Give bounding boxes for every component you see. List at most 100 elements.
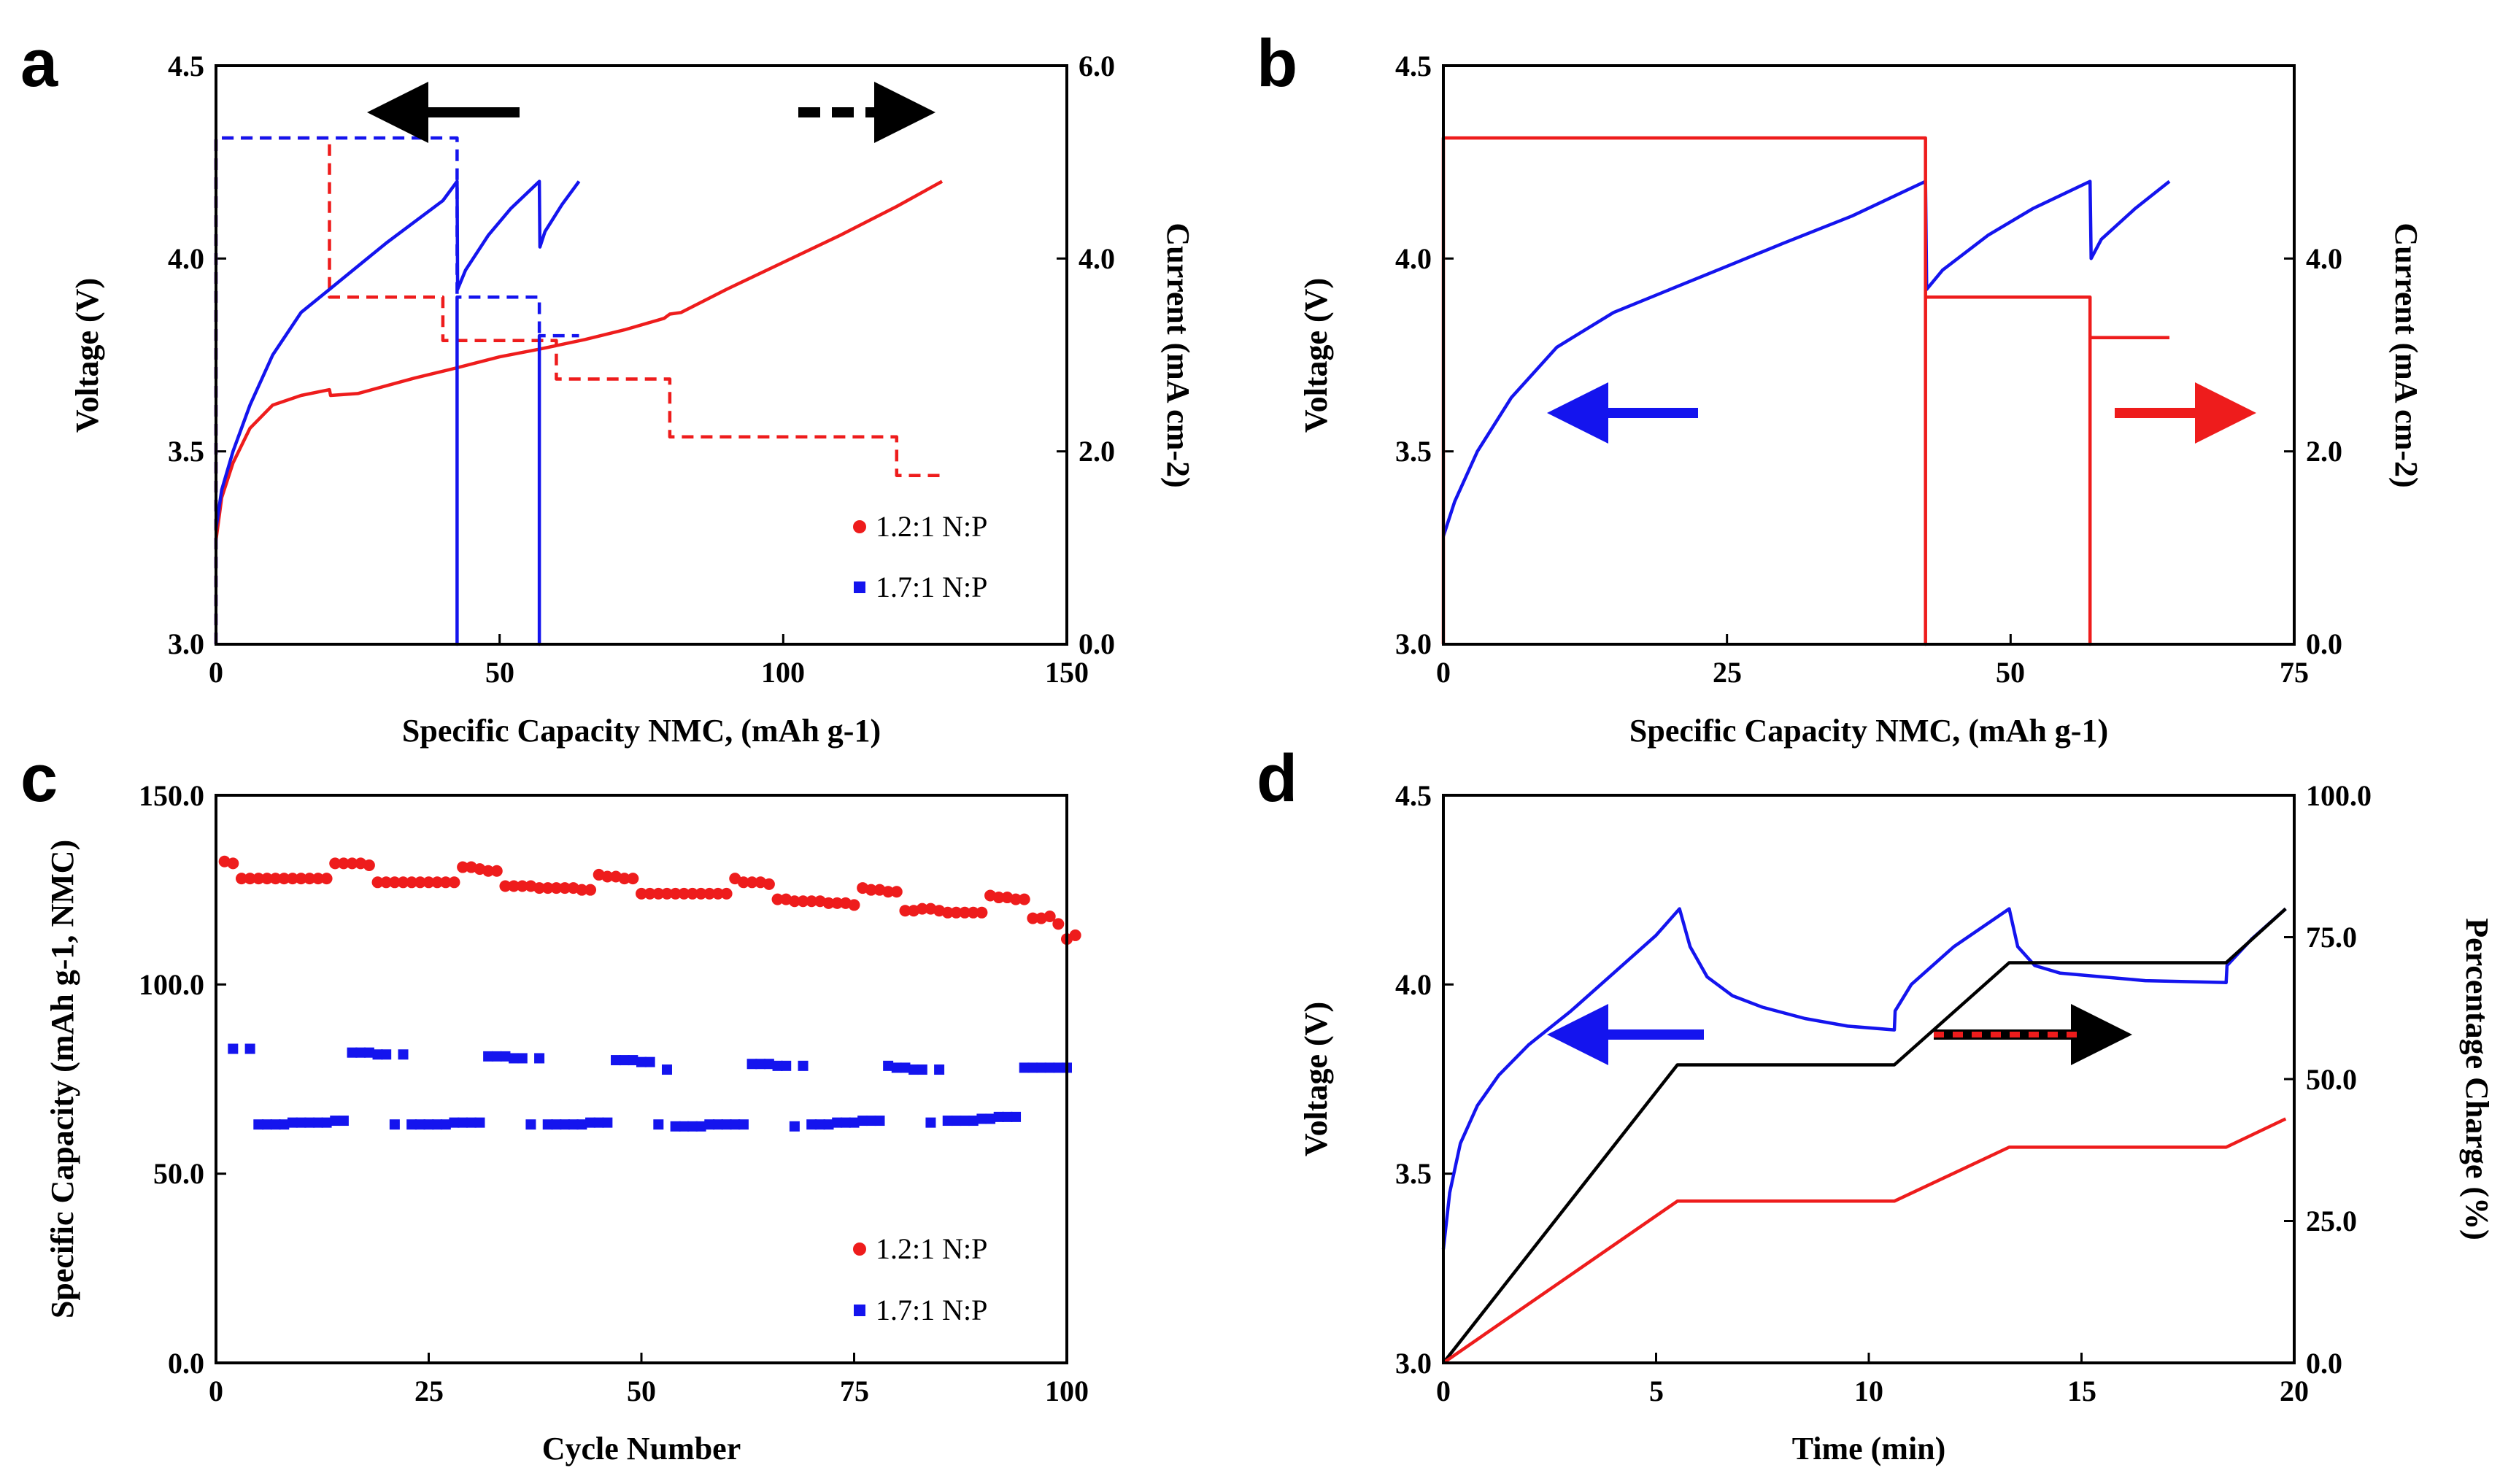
data-point (423, 1119, 434, 1130)
data-point (270, 1119, 281, 1130)
data-point (483, 1051, 494, 1062)
data-point (908, 1064, 919, 1075)
data-point (490, 865, 503, 877)
y2-tick-label: 75.0 (2306, 921, 2357, 954)
data-point (499, 880, 512, 892)
data-point (806, 1119, 817, 1130)
data-point (628, 1055, 638, 1066)
data-point (797, 895, 809, 908)
data-point (559, 882, 571, 894)
data-point (661, 1064, 672, 1075)
data-point (261, 873, 273, 885)
data-point (832, 1117, 843, 1128)
series-line-1-7-1-n-p-charge (1442, 907, 2287, 1364)
data-point (711, 887, 724, 900)
panel-a-y-ticks: 3.0 3.5 4.0 4.5 (168, 50, 204, 660)
y-tick-label: 100.0 (139, 968, 204, 1001)
data-point (337, 857, 350, 870)
panel-b-x-axis-label: Specific Capacity NMC, (mAh g-1) (1629, 713, 2108, 749)
panel-b-label: b (1257, 26, 1297, 101)
y-tick-label: 4.0 (168, 242, 204, 275)
data-point (789, 1121, 800, 1132)
panel-b-plot (1441, 64, 2296, 646)
data-point (542, 1119, 553, 1130)
y2-tick-label: 50.0 (2306, 1063, 2357, 1096)
data-point (448, 876, 460, 889)
data-point (644, 1056, 655, 1067)
data-point (491, 1051, 502, 1062)
data-point (244, 1043, 255, 1054)
data-point (763, 878, 775, 890)
data-point (900, 1062, 911, 1073)
y-tick-label: 50.0 (153, 1157, 204, 1190)
panel-a-x-ticks: 0 50 100 150 (209, 656, 1089, 689)
x-tick-label: 25 (1713, 656, 1742, 689)
x-tick-label: 0 (1436, 1375, 1451, 1407)
panel-a-label: a (20, 26, 58, 101)
panel-a-frame (215, 64, 1068, 646)
data-point (822, 897, 835, 909)
y2-tick-label: 6.0 (1079, 50, 1115, 82)
data-point (627, 873, 639, 885)
panel-d-y2-ticks: 0.0 25.0 50.0 75.0 100.0 (2306, 779, 2372, 1380)
panel-c: c 0.0 50.0 100.0 150.0 0 25 50 75 100 Cy… (20, 741, 1089, 1466)
data-point (397, 876, 409, 889)
data-point (380, 876, 393, 889)
data-point (388, 876, 401, 889)
y-tick-label: 3.5 (1395, 1157, 1432, 1190)
data-point (704, 1119, 715, 1130)
data-point (781, 1060, 792, 1071)
data-point (695, 1121, 706, 1132)
data-point (601, 870, 614, 883)
data-point (533, 882, 546, 894)
panel-a-plot (214, 64, 1068, 646)
panel-c-label: c (20, 741, 58, 816)
data-point (1044, 1062, 1055, 1073)
data-point (941, 906, 954, 919)
data-point (746, 876, 758, 889)
data-point (466, 1117, 477, 1128)
y-tick-label: 3.0 (1395, 627, 1432, 660)
x-tick-label: 0 (1436, 656, 1451, 689)
data-point (371, 876, 384, 889)
data-point (737, 876, 749, 889)
data-point (891, 1062, 902, 1073)
panel-d-x-ticks: 0 5 10 15 20 (1436, 1375, 2309, 1407)
data-point (329, 857, 342, 870)
data-point (890, 886, 903, 898)
data-point (449, 1117, 460, 1128)
data-point (1027, 912, 1039, 924)
panel-d: d 3.0 3.5 4.0 4.5 0.0 25.0 50.0 75.0 100… (1257, 741, 2495, 1466)
panel-a-x-axis-label: Specific Capacity NMC, (mAh g-1) (402, 713, 881, 749)
panel-d-x-axis-label: Time (min) (1792, 1431, 1946, 1466)
data-point (534, 1053, 545, 1064)
data-point (321, 1117, 332, 1128)
data-point (1018, 893, 1030, 905)
data-point (304, 1117, 315, 1128)
y2-tick-label: 0.0 (1079, 627, 1115, 660)
y-tick-label: 4.5 (1395, 779, 1432, 812)
data-point (857, 1116, 868, 1126)
data-point (712, 1119, 723, 1130)
data-point (763, 1059, 774, 1070)
x-tick-label: 0 (209, 656, 223, 689)
data-point (916, 903, 928, 915)
data-point (686, 887, 698, 900)
data-point (950, 906, 962, 919)
data-point (269, 873, 282, 885)
panel-c-plot (215, 794, 1081, 1364)
y2-tick-label: 2.0 (1079, 435, 1115, 468)
data-point (363, 859, 375, 871)
panel-c-x-axis-label: Cycle Number (542, 1431, 741, 1466)
data-point (602, 1117, 613, 1128)
panel-c-y-axis-label: Specific Capacity (mAh g-1, NMC) (45, 840, 80, 1318)
y2-tick-label: 25.0 (2306, 1205, 2357, 1237)
data-point (431, 876, 444, 889)
data-point (738, 1119, 749, 1130)
data-point (296, 1117, 306, 1128)
data-point (330, 1116, 341, 1126)
y-tick-label: 4.0 (1395, 968, 1432, 1001)
legend-marker-2 (854, 581, 865, 593)
data-point (934, 1064, 945, 1075)
data-point (720, 887, 733, 900)
